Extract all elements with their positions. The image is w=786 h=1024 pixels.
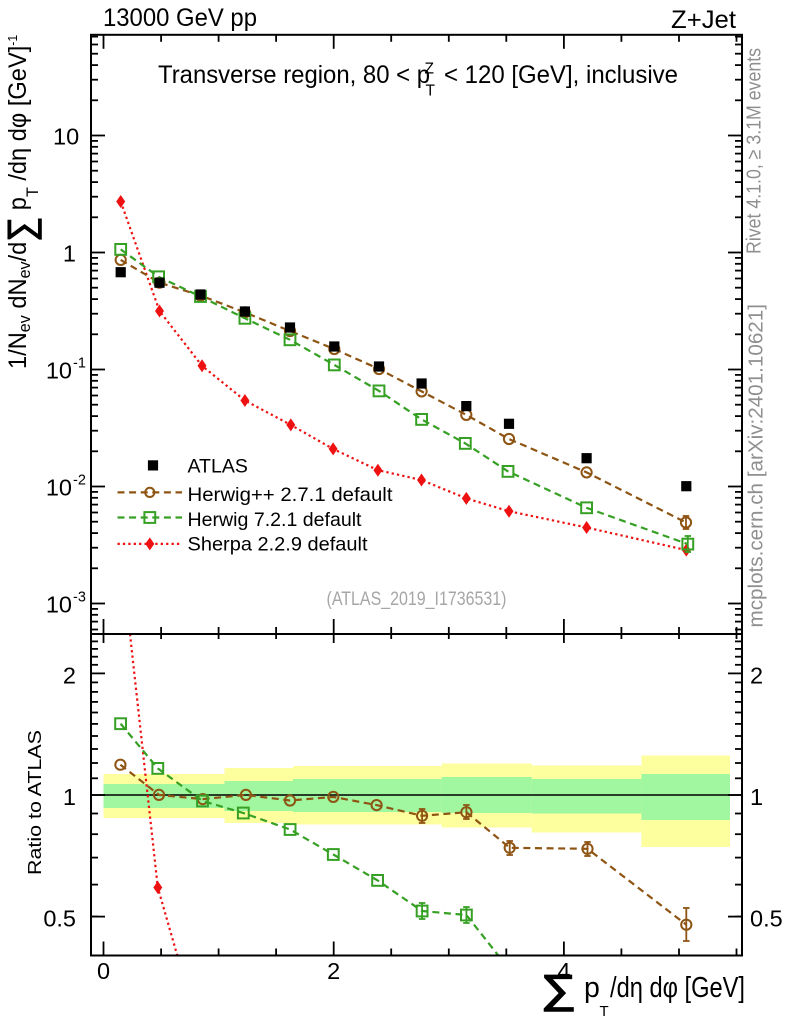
svg-text:Herwig 7.2.1 default: Herwig 7.2.1 default xyxy=(188,509,363,531)
svg-text:mcplots.cern.ch [arXiv:2401.10: mcplots.cern.ch [arXiv:2401.10621] xyxy=(746,304,768,628)
svg-text:0.5: 0.5 xyxy=(43,906,76,932)
svg-text:4: 4 xyxy=(557,958,570,984)
svg-text:Herwig++ 2.7.1 default: Herwig++ 2.7.1 default xyxy=(188,484,394,506)
svg-text:Ratio to ATLAS: Ratio to ATLAS xyxy=(24,730,45,875)
svg-text:< 120 [GeV], inclusive: < 120 [GeV], inclusive xyxy=(444,61,678,89)
svg-text:10: 10 xyxy=(46,592,72,618)
svg-text:10: 10 xyxy=(46,358,72,384)
svg-text:1: 1 xyxy=(63,241,76,267)
svg-text:13000 GeV pp: 13000 GeV pp xyxy=(103,4,257,32)
svg-text:p: p xyxy=(584,972,600,1004)
svg-text:Rivet 4.1.0, ≥ 3.1M events: Rivet 4.1.0, ≥ 3.1M events xyxy=(744,48,766,254)
svg-text:10: 10 xyxy=(46,475,72,501)
svg-text:2: 2 xyxy=(750,662,763,688)
svg-text:/dη dφ [GeV]: /dη dφ [GeV] xyxy=(610,972,745,1004)
svg-text:0: 0 xyxy=(97,958,110,984)
svg-text:Z+Jet: Z+Jet xyxy=(671,6,736,34)
svg-text:-2: -2 xyxy=(73,473,86,489)
svg-text:-3: -3 xyxy=(73,590,86,606)
svg-text:Z: Z xyxy=(425,60,434,77)
svg-text:Sherpa 2.2.9 default: Sherpa 2.2.9 default xyxy=(188,534,369,556)
svg-text:ATLAS: ATLAS xyxy=(188,455,248,477)
svg-text:1: 1 xyxy=(750,784,763,810)
svg-text:10: 10 xyxy=(53,124,79,150)
svg-text:-1: -1 xyxy=(73,356,86,372)
svg-text:0.5: 0.5 xyxy=(750,906,783,932)
svg-text:T: T xyxy=(600,1003,609,1020)
svg-text:(ATLAS_2019_I1736531): (ATLAS_2019_I1736531) xyxy=(327,589,507,610)
svg-text:2: 2 xyxy=(63,662,76,688)
svg-text:1: 1 xyxy=(63,784,76,810)
svg-text:∑: ∑ xyxy=(541,968,576,1012)
svg-text:T: T xyxy=(426,83,436,100)
svg-text:2: 2 xyxy=(327,958,340,984)
svg-text:Transverse region, 80 < p: Transverse region, 80 < p xyxy=(158,61,430,89)
